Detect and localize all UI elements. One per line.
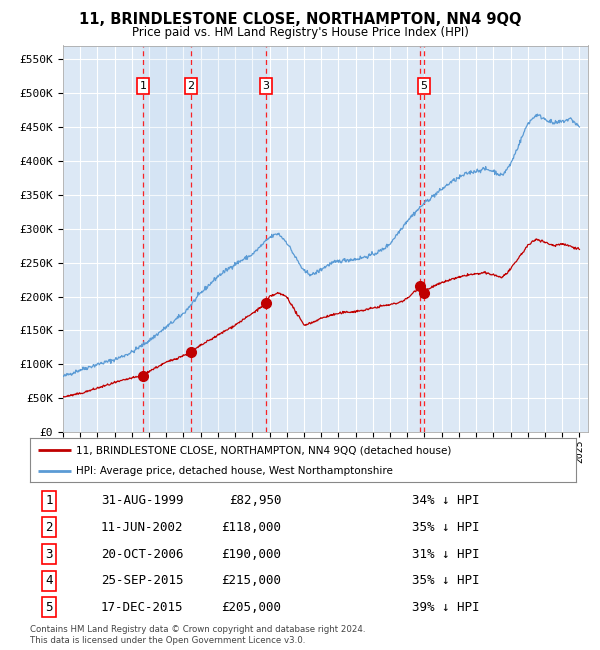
Text: Price paid vs. HM Land Registry's House Price Index (HPI): Price paid vs. HM Land Registry's House …	[131, 26, 469, 39]
Bar	[420, 46, 424, 432]
Text: 25-SEP-2015: 25-SEP-2015	[101, 575, 184, 588]
Text: 4: 4	[46, 575, 53, 588]
Text: 20-OCT-2006: 20-OCT-2006	[101, 547, 184, 560]
Text: £215,000: £215,000	[221, 575, 281, 588]
Text: 11, BRINDLESTONE CLOSE, NORTHAMPTON, NN4 9QQ (detached house): 11, BRINDLESTONE CLOSE, NORTHAMPTON, NN4…	[76, 445, 452, 456]
Text: 5: 5	[46, 601, 53, 614]
Text: 3: 3	[46, 547, 53, 560]
Text: Contains HM Land Registry data © Crown copyright and database right 2024.
This d: Contains HM Land Registry data © Crown c…	[30, 625, 365, 645]
Text: 5: 5	[420, 81, 427, 91]
Text: 35% ↓ HPI: 35% ↓ HPI	[412, 521, 480, 534]
Text: £82,950: £82,950	[229, 494, 281, 507]
Text: 35% ↓ HPI: 35% ↓ HPI	[412, 575, 480, 588]
Text: 3: 3	[263, 81, 269, 91]
Text: £118,000: £118,000	[221, 521, 281, 534]
Text: 17-DEC-2015: 17-DEC-2015	[101, 601, 184, 614]
Text: 11, BRINDLESTONE CLOSE, NORTHAMPTON, NN4 9QQ: 11, BRINDLESTONE CLOSE, NORTHAMPTON, NN4…	[79, 12, 521, 27]
Text: 31% ↓ HPI: 31% ↓ HPI	[412, 547, 480, 560]
Text: 1: 1	[46, 494, 53, 507]
Text: HPI: Average price, detached house, West Northamptonshire: HPI: Average price, detached house, West…	[76, 466, 393, 476]
Text: 31-AUG-1999: 31-AUG-1999	[101, 494, 184, 507]
Text: 1: 1	[140, 81, 147, 91]
Bar	[143, 46, 266, 432]
Text: £205,000: £205,000	[221, 601, 281, 614]
Text: 2: 2	[188, 81, 194, 91]
Text: 11-JUN-2002: 11-JUN-2002	[101, 521, 184, 534]
Text: 39% ↓ HPI: 39% ↓ HPI	[412, 601, 480, 614]
Text: £190,000: £190,000	[221, 547, 281, 560]
Text: 34% ↓ HPI: 34% ↓ HPI	[412, 494, 480, 507]
Text: 2: 2	[46, 521, 53, 534]
